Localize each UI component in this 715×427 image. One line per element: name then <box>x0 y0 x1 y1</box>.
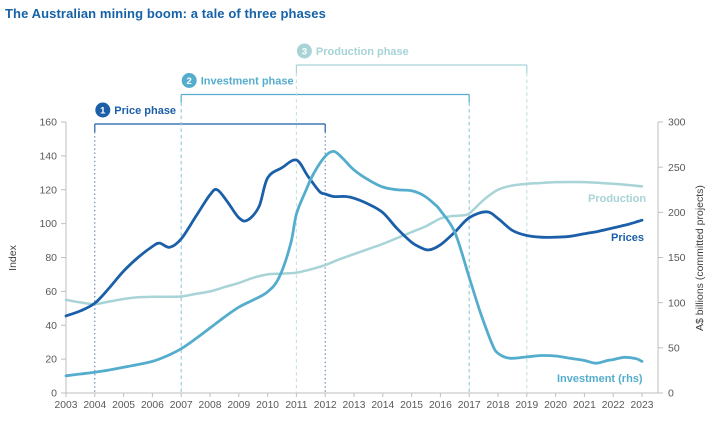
x-axis-tick-label: 2021 <box>573 400 596 411</box>
phase-number: 1 <box>100 105 106 116</box>
x-axis-tick-label: 2020 <box>544 400 567 411</box>
x-axis-tick-label: 2013 <box>343 400 366 411</box>
x-axis-tick-label: 2012 <box>314 400 337 411</box>
x-axis-tick-label: 2014 <box>371 400 394 411</box>
y-axis-left-tick-label: 40 <box>45 320 57 332</box>
y-axis-left-tick-label: 120 <box>39 184 57 196</box>
x-axis-tick-label: 2019 <box>515 400 538 411</box>
y-axis-left-tick-label: 80 <box>45 252 57 264</box>
y-axis-left-tick-label: 100 <box>39 218 57 230</box>
x-axis-tick-label: 2016 <box>429 400 452 411</box>
y-axis-right-tick-label: 200 <box>668 207 686 219</box>
y-axis-right-tick-label: 0 <box>668 388 674 400</box>
x-axis-tick-label: 2017 <box>458 400 481 411</box>
x-axis-tick-label: 2008 <box>199 400 222 411</box>
x-axis-tick-label: 2003 <box>55 400 78 411</box>
phase-label: Production phase <box>316 46 409 58</box>
y-axis-right-tick-label: 250 <box>668 162 686 174</box>
phase-number-badge <box>95 102 111 118</box>
x-axis-tick-label: 2009 <box>227 400 250 411</box>
x-axis-tick-label: 2011 <box>285 400 307 411</box>
phase-number: 2 <box>187 76 192 87</box>
y-axis-right-tick-label: 300 <box>668 117 686 129</box>
x-axis-tick-label: 2010 <box>256 400 279 411</box>
y-axis-left-tick-label: 60 <box>45 286 57 298</box>
chart-title: The Australian mining boom: a tale of th… <box>5 6 326 21</box>
series-label-prices: Prices <box>611 232 644 244</box>
x-axis-tick-label: 2005 <box>112 400 135 411</box>
x-axis-tick-label: 2007 <box>170 400 193 411</box>
x-axis-tick-label: 2015 <box>400 400 423 411</box>
series-line-prices <box>64 158 644 318</box>
phase-number-badge <box>181 73 197 88</box>
phase-number: 3 <box>302 46 307 57</box>
series-line-production <box>64 180 644 306</box>
x-axis-tick-label: 2006 <box>141 400 164 411</box>
series-label-production: Production <box>588 193 646 205</box>
x-axis-tick-label: 2018 <box>487 400 510 411</box>
y-axis-left-tick-label: 0 <box>51 388 57 400</box>
x-axis-tick-label: 2004 <box>83 400 106 411</box>
phase-label: Investment phase <box>201 75 294 87</box>
x-axis-tick-label: 2022 <box>602 400 625 411</box>
y-axis-right-tick-label: 150 <box>668 252 686 264</box>
right-axis-title: A$ billions (committed projects) <box>694 185 706 331</box>
phase-label: Price phase <box>114 105 176 117</box>
y-axis-right-tick-label: 50 <box>668 342 680 354</box>
y-axis-left-tick-label: 20 <box>45 354 57 366</box>
y-axis-left-tick-label: 160 <box>39 117 57 129</box>
phase-number-badge <box>296 43 312 59</box>
y-axis-left-tick-label: 140 <box>39 150 57 162</box>
y-axis-right-tick-label: 100 <box>668 297 686 309</box>
series-label-investment: Investment (rhs) <box>557 373 643 385</box>
left-axis-title: Index <box>7 244 19 270</box>
series-line-investment <box>64 149 644 378</box>
x-axis-tick-label: 2023 <box>631 400 654 411</box>
